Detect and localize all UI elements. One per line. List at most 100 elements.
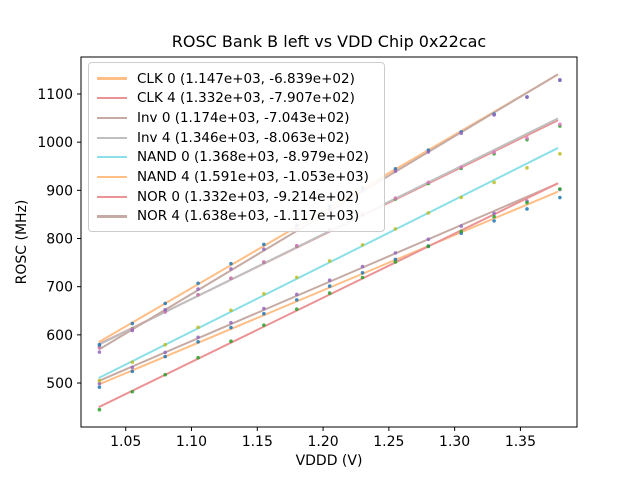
- y-axis-title: ROSC (MHz): [14, 200, 30, 285]
- data-point-nor-4: [393, 169, 398, 174]
- x-tick-label: 1.10: [176, 434, 207, 450]
- y-tick-label: 700: [46, 280, 73, 296]
- data-point-nand-0: [163, 342, 168, 347]
- data-point-clk-0: [492, 219, 496, 223]
- data-point-nand-4: [97, 342, 102, 347]
- data-point-clk-0: [525, 207, 529, 211]
- legend-item: NOR 4 (1.638e+03, -1.117e+03): [97, 207, 376, 226]
- data-point-clk-0: [229, 325, 233, 330]
- y-tick-label: 800: [46, 232, 73, 248]
- legend-item: Inv 0 (1.174e+03, -7.043e+02): [97, 108, 376, 127]
- data-point-inv-4: [229, 276, 233, 280]
- data-point-inv-0: [327, 278, 332, 283]
- data-point-nor-0: [426, 244, 431, 249]
- data-point-clk-0: [360, 270, 365, 275]
- fit-line-nor-0: [98, 182, 559, 408]
- data-point-nor-4: [163, 308, 168, 312]
- data-point-inv-4: [459, 165, 464, 169]
- y-tick-label: 500: [46, 376, 73, 392]
- x-tick-label: 1.05: [110, 434, 141, 450]
- data-point-inv-0: [426, 237, 431, 242]
- legend-line-swatch: [97, 77, 127, 80]
- data-point-inv-4: [262, 260, 266, 264]
- data-point-nand-0: [426, 211, 431, 215]
- data-point-clk-0: [130, 369, 135, 374]
- data-point-inv-4: [492, 150, 496, 155]
- data-point-nor-0: [558, 187, 562, 191]
- data-point-inv-0: [97, 381, 102, 386]
- data-point-nand-0: [558, 151, 562, 156]
- data-point-nand-0: [229, 308, 233, 313]
- legend-label: NOR 0 (1.332e+03, -9.214e+02): [137, 188, 360, 205]
- data-point-inv-0: [163, 350, 168, 355]
- data-point-clk-0: [327, 284, 332, 288]
- data-point-nor-4: [459, 131, 464, 136]
- fit-line-nand-0: [98, 147, 559, 379]
- data-point-inv-0: [294, 292, 299, 297]
- data-point-nand-0: [130, 360, 135, 364]
- data-point-nor-0: [393, 260, 398, 264]
- data-point-nor-0: [525, 200, 529, 205]
- data-point-nand-0: [262, 292, 266, 296]
- data-point-clk-0: [393, 257, 398, 262]
- fit-line-inv-0: [98, 182, 559, 382]
- legend-line-swatch: [97, 175, 127, 179]
- data-point-nor-4: [97, 350, 102, 354]
- y-tick-label: 1100: [37, 87, 73, 103]
- legend-line-swatch: [97, 215, 127, 218]
- data-point-inv-0: [393, 251, 398, 255]
- data-point-clk-0: [294, 298, 299, 302]
- data-point-nor-4: [196, 287, 200, 291]
- data-point-inv-0: [360, 264, 365, 269]
- legend-line-swatch: [97, 156, 127, 159]
- data-point-nor-0: [130, 389, 135, 394]
- legend-item: CLK 0 (1.147e+03, -6.839e+02): [97, 69, 376, 88]
- legend-item: NOR 0 (1.332e+03, -9.214e+02): [97, 187, 376, 206]
- data-point-inv-4: [525, 136, 529, 140]
- x-tick-label: 1.30: [439, 434, 470, 450]
- legend-label: CLK 0 (1.147e+03, -6.839e+02): [137, 70, 355, 87]
- data-point-nand-0: [393, 227, 398, 231]
- data-point-nor-0: [262, 323, 266, 327]
- data-point-clk-0: [262, 311, 266, 316]
- data-point-nand-4: [163, 301, 168, 306]
- data-point-nand-4: [229, 261, 233, 266]
- data-point-nor-0: [229, 339, 233, 344]
- legend-label: Inv 4 (1.346e+03, -8.063e+02): [137, 129, 350, 146]
- data-point-nor-0: [196, 355, 200, 360]
- legend-line-swatch: [97, 97, 127, 100]
- data-point-nor-0: [492, 214, 496, 219]
- data-point-inv-4: [426, 180, 431, 185]
- data-point-inv-4: [558, 122, 562, 127]
- data-point-inv-4: [393, 196, 398, 200]
- data-point-inv-0: [130, 365, 135, 370]
- legend-label: NAND 4 (1.591e+03, -1.053e+03): [137, 169, 369, 186]
- y-tick-label: 600: [46, 328, 73, 344]
- data-point-nand-0: [525, 166, 529, 170]
- legend-item: CLK 4 (1.332e+03, -7.907e+02): [97, 89, 376, 108]
- legend-item: NAND 4 (1.591e+03, -1.053e+03): [97, 168, 376, 187]
- data-point-nor-0: [97, 407, 102, 412]
- data-point-nor-0: [163, 372, 168, 377]
- data-point-nand-0: [97, 378, 102, 383]
- data-point-nand-4: [262, 242, 266, 247]
- data-point-nor-0: [459, 229, 464, 234]
- y-tick-label: 1000: [37, 135, 73, 151]
- data-point-inv-0: [459, 224, 464, 228]
- legend-label: NOR 4 (1.638e+03, -1.117e+03): [137, 208, 360, 225]
- legend-line-swatch: [97, 136, 127, 139]
- x-tick-label: 1.20: [307, 434, 338, 450]
- legend: CLK 0 (1.147e+03, -6.839e+02) CLK 4 (1.33…: [88, 62, 385, 232]
- data-point-nor-4: [525, 95, 529, 99]
- legend-line-swatch: [97, 116, 127, 119]
- legend-label: NAND 0 (1.368e+03, -8.979e+02): [137, 149, 369, 166]
- legend-label: Inv 0 (1.174e+03, -7.043e+02): [137, 109, 350, 126]
- data-point-nor-0: [327, 291, 332, 295]
- data-point-nor-0: [360, 275, 365, 280]
- data-point-nand-0: [459, 195, 464, 200]
- tick-layer: 1.05 1.10 1.15 1.20 1.25 1.30 1.35 500 600 700 800…: [37, 87, 536, 450]
- data-point-nor-4: [130, 328, 135, 333]
- x-axis-title: VDDD (V): [296, 453, 363, 469]
- data-point-inv-0: [262, 306, 266, 311]
- data-point-inv-4: [196, 293, 200, 297]
